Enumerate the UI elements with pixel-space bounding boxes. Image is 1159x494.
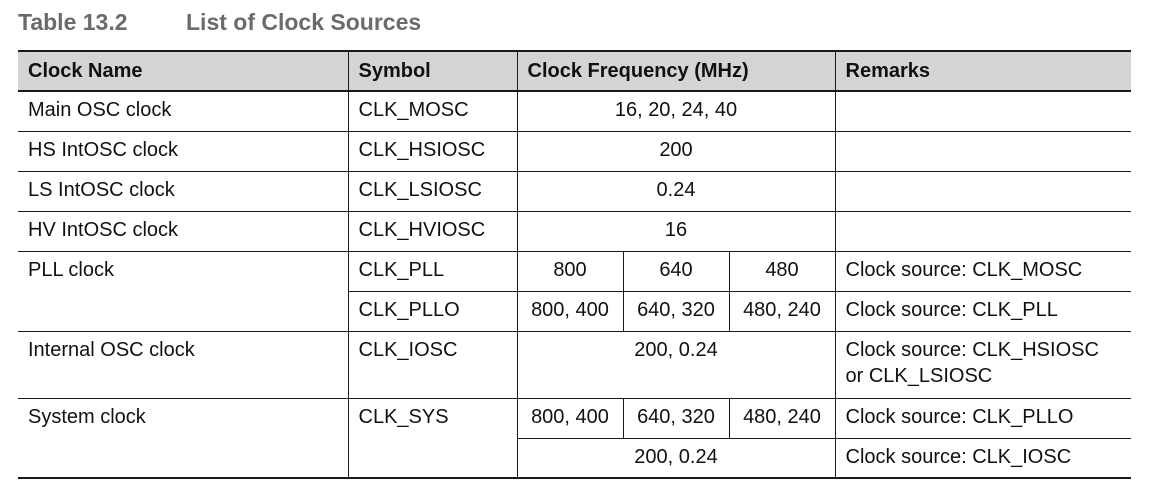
frequency-cell: 16 (516, 210, 836, 252)
symbol-cell: CLK_LSIOSC (347, 170, 518, 212)
frequency-cell: 0.24 (516, 170, 836, 212)
clock-name-cell: LS IntOSC clock (18, 170, 349, 212)
clock-name-cell: PLL clock (18, 250, 349, 332)
frequency-cell: 480 (728, 250, 836, 292)
table-caption: Table 13.2 List of Clock Sources (18, 9, 421, 36)
frequency-cell: 640 (622, 250, 730, 292)
clock-name-cell: Main OSC clock (18, 90, 349, 132)
frequency-cell: 200, 0.24 (516, 437, 836, 479)
symbol-cell: CLK_PLL (347, 250, 518, 292)
symbol-cell: CLK_HVIOSC (347, 210, 518, 252)
header-clock-frequency: Clock Frequency (MHz) (516, 50, 836, 92)
frequency-cell: 640, 320 (622, 397, 730, 439)
frequency-cell: 640, 320 (622, 290, 730, 332)
table-header-row: Clock Name Symbol Clock Frequency (MHz) … (18, 50, 1131, 92)
table-row: Main OSC clock CLK_MOSC 16, 20, 24, 40 (18, 90, 1131, 132)
frequency-cell: 200, 0.24 (516, 330, 836, 399)
clock-sources-table: Clock Name Symbol Clock Frequency (MHz) … (18, 50, 1131, 479)
table-row: PLL clock CLK_PLL 800 640 480 Clock sour… (18, 250, 1131, 332)
frequency-cell: 16, 20, 24, 40 (516, 90, 836, 132)
frequency-cell: 480, 240 (728, 397, 836, 439)
symbol-cell: CLK_MOSC (347, 90, 518, 132)
remarks-cell (834, 210, 1131, 252)
header-remarks: Remarks (834, 50, 1131, 92)
remarks-line: Clock source: CLK_HSIOSC (845, 338, 1099, 361)
header-symbol: Symbol (347, 50, 518, 92)
clock-name-cell: System clock (18, 397, 349, 479)
frequency-cell: 480, 240 (728, 290, 836, 332)
symbol-cell: CLK_HSIOSC (347, 130, 518, 172)
frequency-cell: 200 (516, 130, 836, 172)
remarks-cell: Clock source: CLK_PLLO (834, 397, 1131, 439)
table-row: LS IntOSC clock CLK_LSIOSC 0.24 (18, 170, 1131, 212)
remarks-line: or CLK_LSIOSC (845, 364, 993, 387)
symbol-cell: CLK_IOSC (347, 330, 518, 399)
frequency-cell: 800, 400 (516, 397, 624, 439)
clock-name-cell: Internal OSC clock (18, 330, 349, 399)
frequency-cell: 800 (516, 250, 624, 292)
table-row: System clock CLK_SYS 800, 400 640, 320 4… (18, 397, 1131, 479)
clock-name-cell: HS IntOSC clock (18, 130, 349, 172)
remarks-cell (834, 130, 1131, 172)
remarks-cell: Clock source: CLK_MOSC (834, 250, 1131, 292)
table-number: Table 13.2 (18, 9, 128, 35)
frequency-cell: 800, 400 (516, 290, 624, 332)
table-row: HV IntOSC clock CLK_HVIOSC 16 (18, 210, 1131, 252)
table-title: List of Clock Sources (186, 9, 422, 35)
clock-name-cell: HV IntOSC clock (18, 210, 349, 252)
remarks-cell: Clock source: CLK_IOSC (834, 437, 1131, 479)
header-clock-name: Clock Name (18, 50, 349, 92)
table-row: HS IntOSC clock CLK_HSIOSC 200 (18, 130, 1131, 172)
remarks-cell (834, 90, 1131, 132)
symbol-cell: CLK_PLLO (347, 290, 518, 332)
table-row: Internal OSC clock CLK_IOSC 200, 0.24 Cl… (18, 330, 1131, 399)
remarks-cell: Clock source: CLK_HSIOSC or CLK_LSIOSC (834, 330, 1131, 399)
table-row: 200, 0.24 Clock source: CLK_IOSC (18, 437, 1131, 479)
remarks-cell (834, 170, 1131, 212)
remarks-cell: Clock source: CLK_PLL (834, 290, 1131, 332)
symbol-cell: CLK_SYS (347, 397, 518, 479)
